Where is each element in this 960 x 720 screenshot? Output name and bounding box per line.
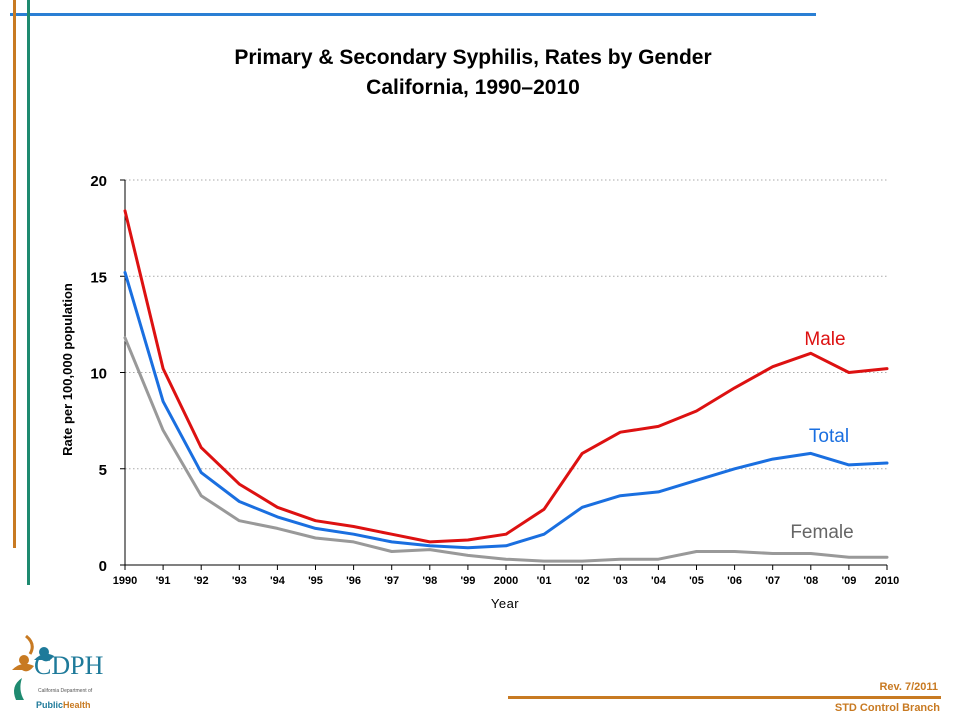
axes: 0 5 10 15 20 1990 '91 '92 '93 '94 '95 '96 '97 '98 '99 2… [90, 173, 899, 587]
y-tick-label: 15 [90, 269, 107, 286]
top-divider-line [10, 13, 816, 16]
x-tick-label: '93 [232, 575, 247, 587]
x-tick-label: '07 [765, 575, 780, 587]
y-tick-label: 5 [99, 462, 107, 479]
series-label-total: Total [809, 426, 849, 447]
series-line-total [123, 270, 889, 550]
x-tick-label: '09 [841, 575, 856, 587]
chart-title: Primary & Secondary Syphilis, Rates by G… [234, 46, 712, 69]
cdph-logo-icon [12, 634, 54, 700]
left-divider-line-green [27, 0, 30, 585]
logo-public-text: Public [36, 700, 64, 710]
series-lines [123, 209, 889, 563]
x-tick-label: '92 [194, 575, 209, 587]
x-axis-title: Year [491, 596, 519, 611]
y-axis-title: Rate per 100,000 population [60, 283, 75, 456]
gridlines [125, 179, 887, 470]
x-tick-label: '96 [346, 575, 361, 587]
chart-subtitle: California, 1990–2010 [366, 76, 580, 99]
series-line-female [123, 336, 889, 563]
x-tick-label: 1990 [113, 575, 137, 587]
logo-public-health: PublicHealth [36, 700, 91, 710]
x-tick-label: '06 [727, 575, 742, 587]
x-tick-label: '97 [384, 575, 399, 587]
left-divider-line-orange [13, 0, 16, 548]
x-tick-label: '04 [651, 575, 667, 587]
x-tick-label: '94 [270, 575, 286, 587]
series-label-male: Male [804, 329, 845, 350]
y-tick-label: 0 [99, 558, 107, 575]
series-line-male [123, 209, 889, 544]
x-tick-label: '98 [422, 575, 437, 587]
revision-label: Rev. 7/2011 [879, 681, 938, 693]
x-tick-label: '08 [803, 575, 818, 587]
x-tick-label: '05 [689, 575, 704, 587]
x-tick-label: '02 [575, 575, 590, 587]
x-tick-label: '91 [156, 575, 171, 587]
logo-subtitle: California Department of [38, 688, 93, 694]
x-tick-label: 2000 [494, 575, 518, 587]
logo-wordmark: CDPH [34, 651, 104, 680]
y-tick-label: 20 [90, 173, 107, 190]
branch-label: STD Control Branch [834, 702, 940, 714]
bottom-divider-line [508, 696, 941, 699]
series-label-female: Female [790, 522, 853, 543]
x-tick-label: '03 [613, 575, 628, 587]
logo-health-text: Health [63, 700, 91, 710]
x-tick-label: '99 [460, 575, 475, 587]
x-tick-label: '95 [308, 575, 323, 587]
x-tick-label: 2010 [875, 575, 899, 587]
y-tick-label: 10 [90, 366, 107, 383]
x-tick-label: '01 [537, 575, 552, 587]
chart-labels: Year Rate per 100,000 population Male Total… [60, 283, 854, 611]
